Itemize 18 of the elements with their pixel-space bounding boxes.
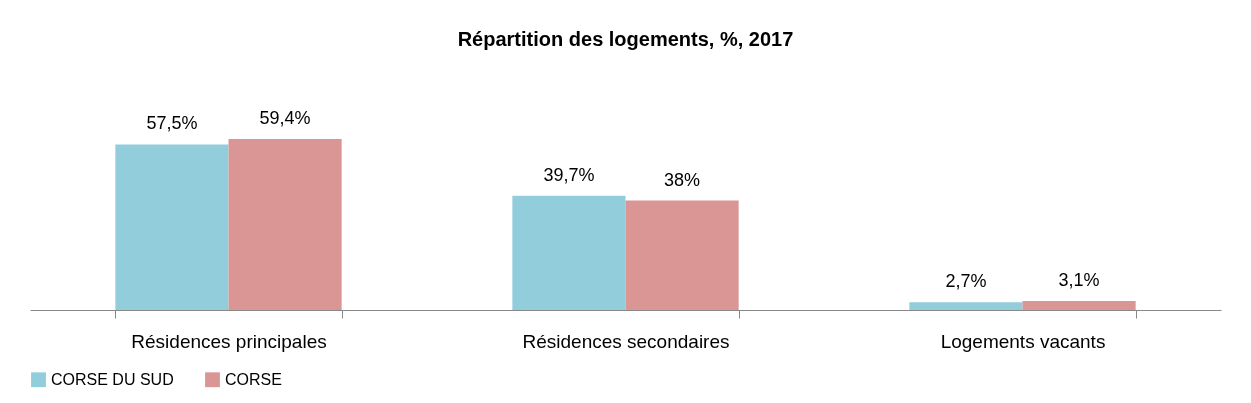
chart-title: Répartition des logements, %, 2017: [457, 28, 794, 50]
data-label: 38%: [664, 169, 701, 190]
x-tick-label: Résidences principales: [131, 330, 327, 352]
bar: [909, 302, 1023, 310]
x-tick-label: Résidences secondaires: [522, 330, 730, 352]
x-tick-label: Logements vacants: [940, 330, 1106, 352]
legend-label: CORSE: [225, 370, 282, 388]
bar: [115, 144, 229, 310]
data-label: 57,5%: [146, 113, 198, 134]
data-label: 3,1%: [1058, 270, 1100, 291]
data-label: 2,7%: [945, 271, 987, 292]
bar: [512, 195, 626, 310]
bar: [228, 139, 342, 310]
data-label: 39,7%: [543, 164, 595, 185]
bar: [625, 200, 739, 310]
legend-label: CORSE DU SUD: [51, 370, 174, 388]
bar: [1022, 301, 1136, 310]
data-label: 59,4%: [259, 108, 311, 128]
